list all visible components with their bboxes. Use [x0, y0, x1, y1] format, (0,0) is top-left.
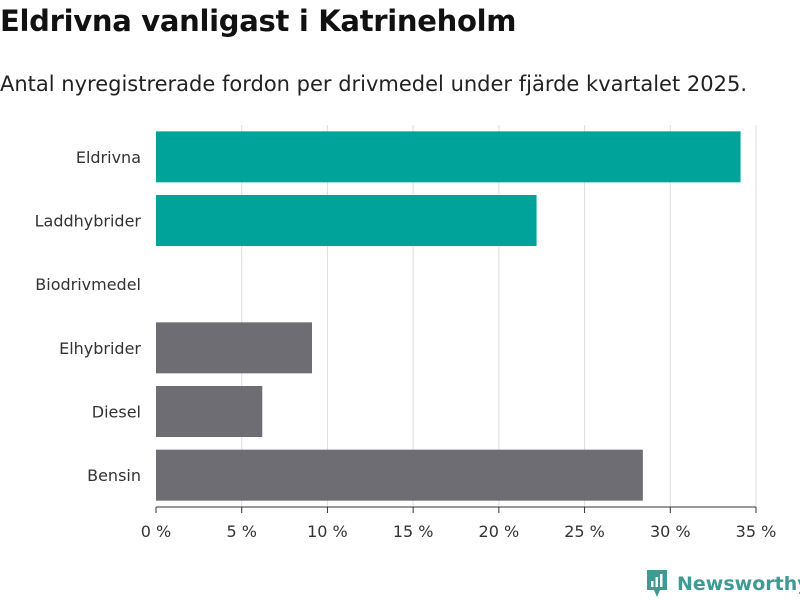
- x-tick-label: 15 %: [393, 522, 434, 541]
- bar-laddhybrider: [156, 195, 537, 246]
- x-tick-label: 35 %: [736, 522, 777, 541]
- category-label: Biodrivmedel: [35, 275, 141, 294]
- chart-subtitle: Antal nyregistrerade fordon per drivmede…: [0, 72, 748, 96]
- bar-diesel: [156, 386, 263, 437]
- category-label: Laddhybrider: [35, 212, 142, 231]
- x-tick-labels: 0 % 5 % 10 % 15 % 20 % 25 % 30 % 35 %: [141, 522, 777, 541]
- newsworthy-logo-icon: [647, 570, 667, 597]
- category-label: Elhybrider: [59, 339, 141, 358]
- category-label: Eldrivna: [76, 148, 141, 167]
- x-tick-label: 20 %: [479, 522, 520, 541]
- category-label: Diesel: [92, 403, 141, 422]
- bar-bensin: [156, 449, 643, 501]
- x-tick-label: 5 %: [226, 522, 256, 541]
- grid-lines: [241, 125, 757, 507]
- brand-name: Newsworthy: [677, 573, 800, 595]
- x-tick-label: 25 %: [564, 522, 605, 541]
- brand-logo: Newsworthy: [645, 569, 800, 599]
- bars: [156, 131, 741, 501]
- x-tick-label: 0 %: [141, 522, 171, 541]
- x-axis: [155, 506, 757, 513]
- bar-eldrivna: [156, 131, 741, 183]
- chart-title: Eldrivna vanligast i Katrineholm: [0, 4, 517, 38]
- x-tick-label: 30 %: [650, 522, 691, 541]
- bar-elhybrider: [156, 322, 312, 374]
- category-labels: Eldrivna Laddhybrider Biodrivmedel Elhybrid…: [35, 148, 142, 485]
- x-tick-label: 10 %: [307, 522, 348, 541]
- category-label: Bensin: [87, 466, 141, 485]
